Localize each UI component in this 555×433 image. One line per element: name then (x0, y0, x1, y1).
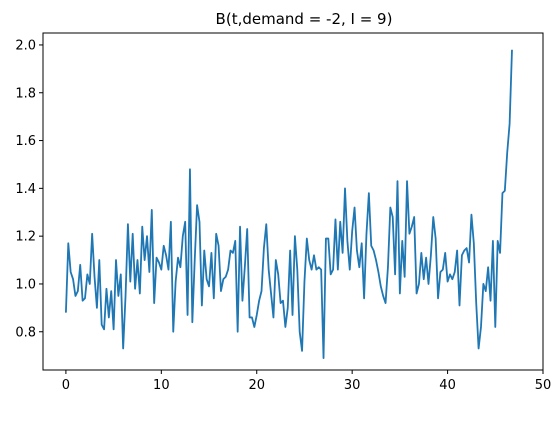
x-tick-label: 20 (248, 378, 265, 393)
y-tick-label: 2.0 (15, 38, 36, 53)
y-tick-label: 1.0 (15, 277, 36, 292)
y-tick-label: 1.2 (15, 230, 36, 245)
y-tick-label: 0.8 (15, 325, 36, 340)
plot-area-frame (42, 32, 544, 371)
x-tick-label: 30 (344, 378, 361, 393)
y-tick-label: 1.8 (15, 86, 36, 101)
series-line (65, 49, 513, 359)
x-axis: 0 10 20 30 40 50 (62, 370, 552, 393)
x-tick-label: 0 (62, 378, 70, 393)
x-tick-label: 50 (535, 378, 552, 393)
x-tick-label: 10 (153, 378, 170, 393)
y-tick-label: 1.6 (15, 134, 36, 149)
x-tick-label: 40 (439, 378, 456, 393)
data-points (66, 50, 512, 358)
y-axis: 0.8 1.0 1.2 1.4 1.6 1.8 2.0 (15, 38, 43, 340)
chart-title: B(t,demand = -2, I = 9) (216, 10, 393, 28)
y-tick-label: 1.4 (15, 182, 36, 197)
